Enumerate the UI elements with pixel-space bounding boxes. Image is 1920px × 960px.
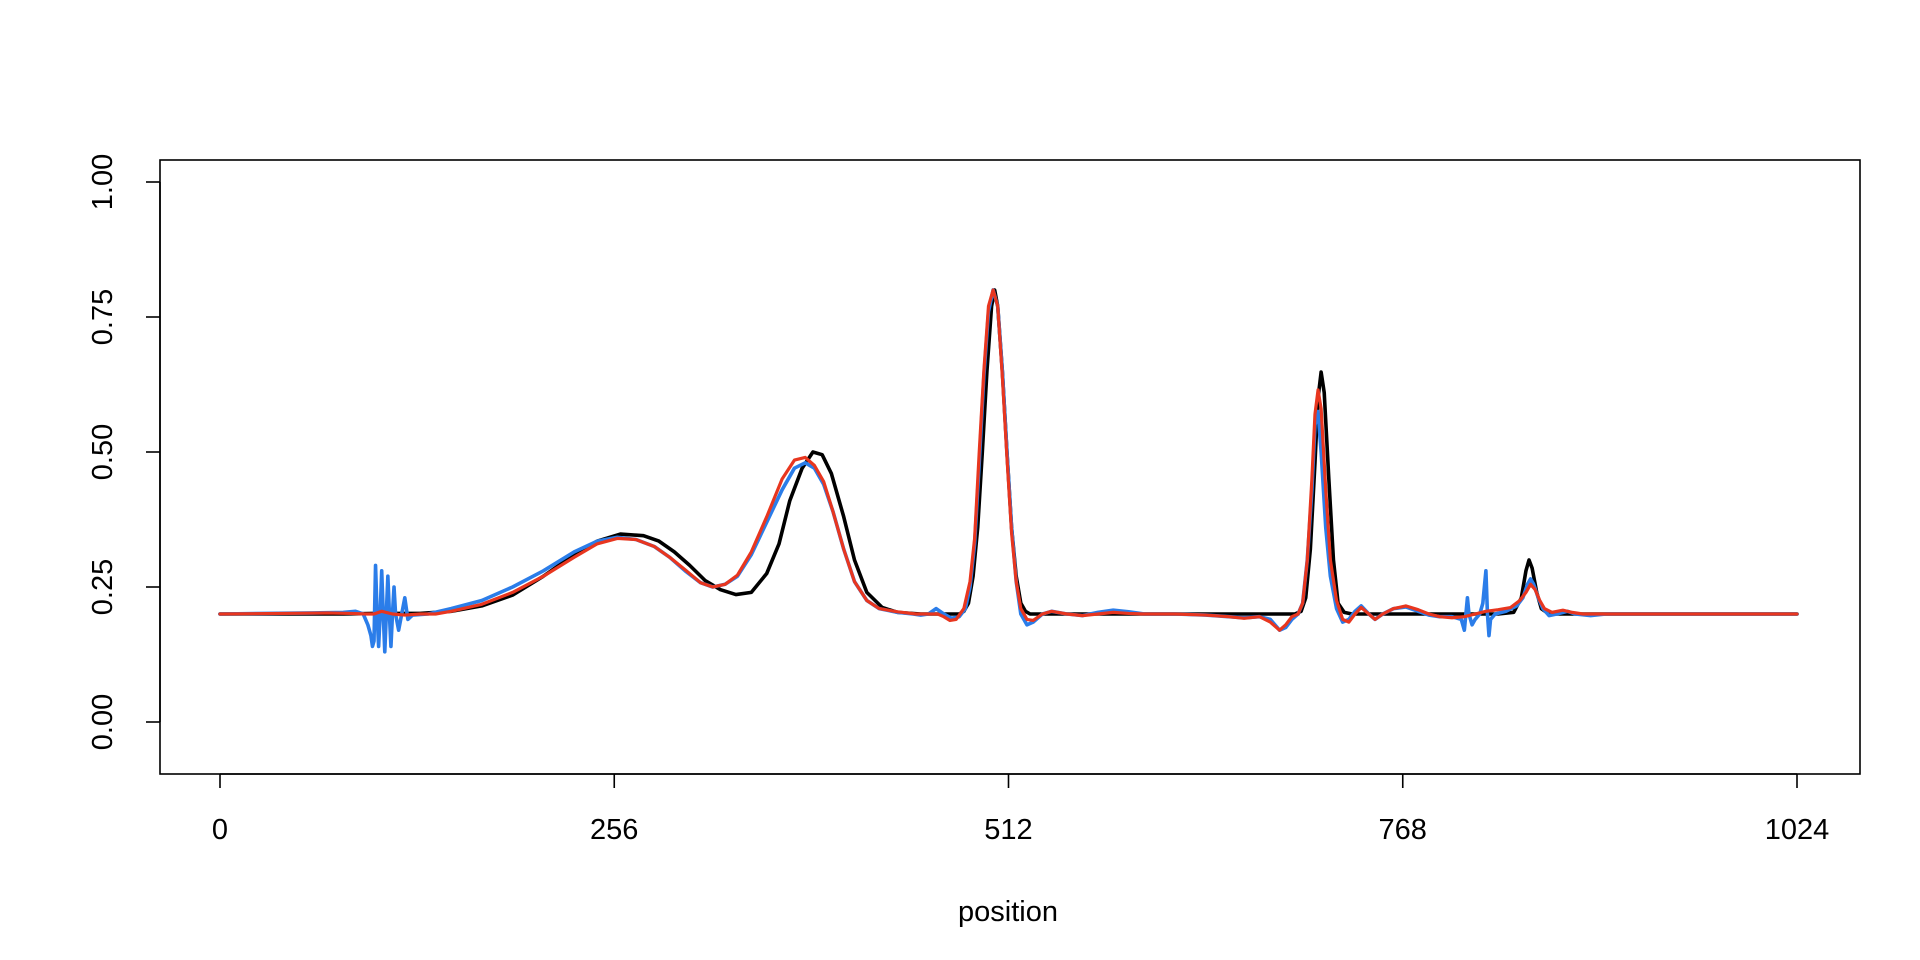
y-tick-label: 0.25 [87,559,119,615]
x-axis-ticks: 0 256 512 768 1024 [212,774,1829,846]
series-line-3 [218,288,1799,632]
y-axis-ticks: 0.00 0.25 0.50 0.75 1.00 [87,154,160,750]
y-tick-label: 0.75 [87,289,119,345]
series-layer [218,288,1799,654]
x-tick-label: 512 [984,814,1032,846]
y-tick-label: 0.50 [87,424,119,480]
y-tick-label: 0.00 [87,694,119,750]
x-tick-label: 768 [1379,814,1427,846]
x-tick-label: 1024 [1765,814,1830,846]
x-tick-label: 256 [590,814,638,846]
plot-frame [159,159,1861,775]
y-tick-label: 1.00 [87,154,119,210]
x-tick-label: 0 [212,814,228,846]
x-axis-title: position [958,896,1058,928]
series-line-1 [218,288,1799,616]
